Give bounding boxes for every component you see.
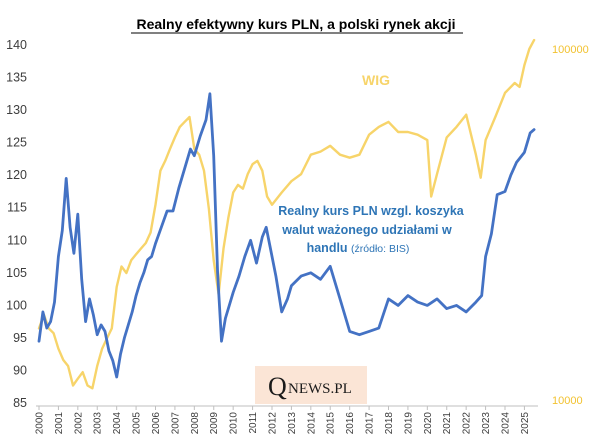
x-tick-label: 2005 bbox=[132, 412, 143, 435]
pln-label-source: (źródło: BIS) bbox=[351, 243, 409, 255]
right-tick-label: 10000 bbox=[552, 395, 583, 407]
chart-title: Realny efektywny kurs PLN, a polski ryne… bbox=[136, 16, 455, 32]
left-tick-label: 90 bbox=[13, 363, 27, 377]
x-tick-label: 2017 bbox=[365, 412, 376, 435]
x-tick-label: 2015 bbox=[326, 412, 337, 435]
pln-label-line-3: handlu (źródło: BIS) bbox=[307, 241, 410, 255]
left-tick-label: 135 bbox=[6, 71, 27, 85]
x-tick-label: 2010 bbox=[229, 412, 240, 435]
watermark-background bbox=[255, 366, 367, 404]
x-tick-label: 2012 bbox=[267, 412, 278, 435]
x-tick-label: 2013 bbox=[287, 412, 298, 435]
x-tick-label: 2002 bbox=[73, 412, 84, 435]
x-tick-label: 2018 bbox=[384, 412, 395, 435]
left-tick-label: 140 bbox=[6, 38, 27, 52]
x-tick-label: 2003 bbox=[93, 412, 104, 435]
pln-series-label: Realny kurs PLN wzgl. koszyka walut ważo… bbox=[278, 204, 465, 255]
x-tick-label: 2023 bbox=[481, 412, 492, 435]
left-tick-label: 100 bbox=[6, 298, 27, 312]
left-tick-label: 125 bbox=[6, 136, 27, 150]
pln-label-line-1: Realny kurs PLN wzgl. koszyka bbox=[278, 204, 465, 218]
pln-series-line bbox=[37, 92, 536, 379]
pln-label-line-3-text: handlu bbox=[307, 241, 348, 255]
x-tick-label: 2024 bbox=[500, 412, 511, 435]
x-tick-label: 2021 bbox=[442, 412, 453, 435]
x-tick-label: 2004 bbox=[112, 412, 123, 435]
x-tick-label: 2001 bbox=[54, 412, 65, 435]
x-tick-label: 2020 bbox=[423, 412, 434, 435]
left-tick-label: 120 bbox=[6, 168, 27, 182]
x-axis: 2000 2001 2002 2003 2004 2005 2006 2007 2008 2009… bbox=[35, 405, 538, 435]
x-tick-label: 2007 bbox=[170, 412, 181, 435]
x-tick-label: 2008 bbox=[190, 412, 201, 435]
pln-label-line-2: walut ważonego udziałami w bbox=[281, 223, 452, 237]
wig-series-line bbox=[37, 38, 536, 390]
left-tick-label: 130 bbox=[6, 103, 27, 117]
right-tick-label: 100000 bbox=[552, 44, 589, 56]
x-tick-label: 2019 bbox=[403, 412, 414, 435]
watermark-text: NEWS.PL bbox=[288, 381, 352, 397]
series-layer bbox=[37, 38, 536, 390]
left-axis-ticks: 85 90 95 100 105 110 115 120 125 130 135 140 bbox=[6, 38, 27, 410]
x-tick-label: 2000 bbox=[35, 412, 46, 435]
watermark: Q NEWS.PL bbox=[255, 366, 367, 404]
x-tick-label: 2011 bbox=[248, 412, 259, 434]
wig-series-label: WIG bbox=[362, 72, 390, 88]
left-tick-label: 110 bbox=[7, 233, 27, 247]
right-axis-ticks: 100000 10000 bbox=[552, 44, 589, 407]
x-tick-label: 2006 bbox=[151, 412, 162, 435]
left-tick-label: 85 bbox=[13, 396, 27, 410]
left-tick-label: 115 bbox=[7, 201, 27, 215]
x-tick-label: 2014 bbox=[306, 412, 317, 435]
x-tick-label: 2009 bbox=[209, 412, 220, 435]
left-tick-label: 95 bbox=[13, 331, 27, 345]
x-tick-label: 2022 bbox=[462, 412, 473, 435]
watermark-q: Q bbox=[268, 372, 287, 401]
x-tick-label: 2025 bbox=[520, 412, 531, 435]
left-tick-label: 105 bbox=[6, 266, 27, 280]
x-tick-label: 2016 bbox=[345, 412, 356, 435]
